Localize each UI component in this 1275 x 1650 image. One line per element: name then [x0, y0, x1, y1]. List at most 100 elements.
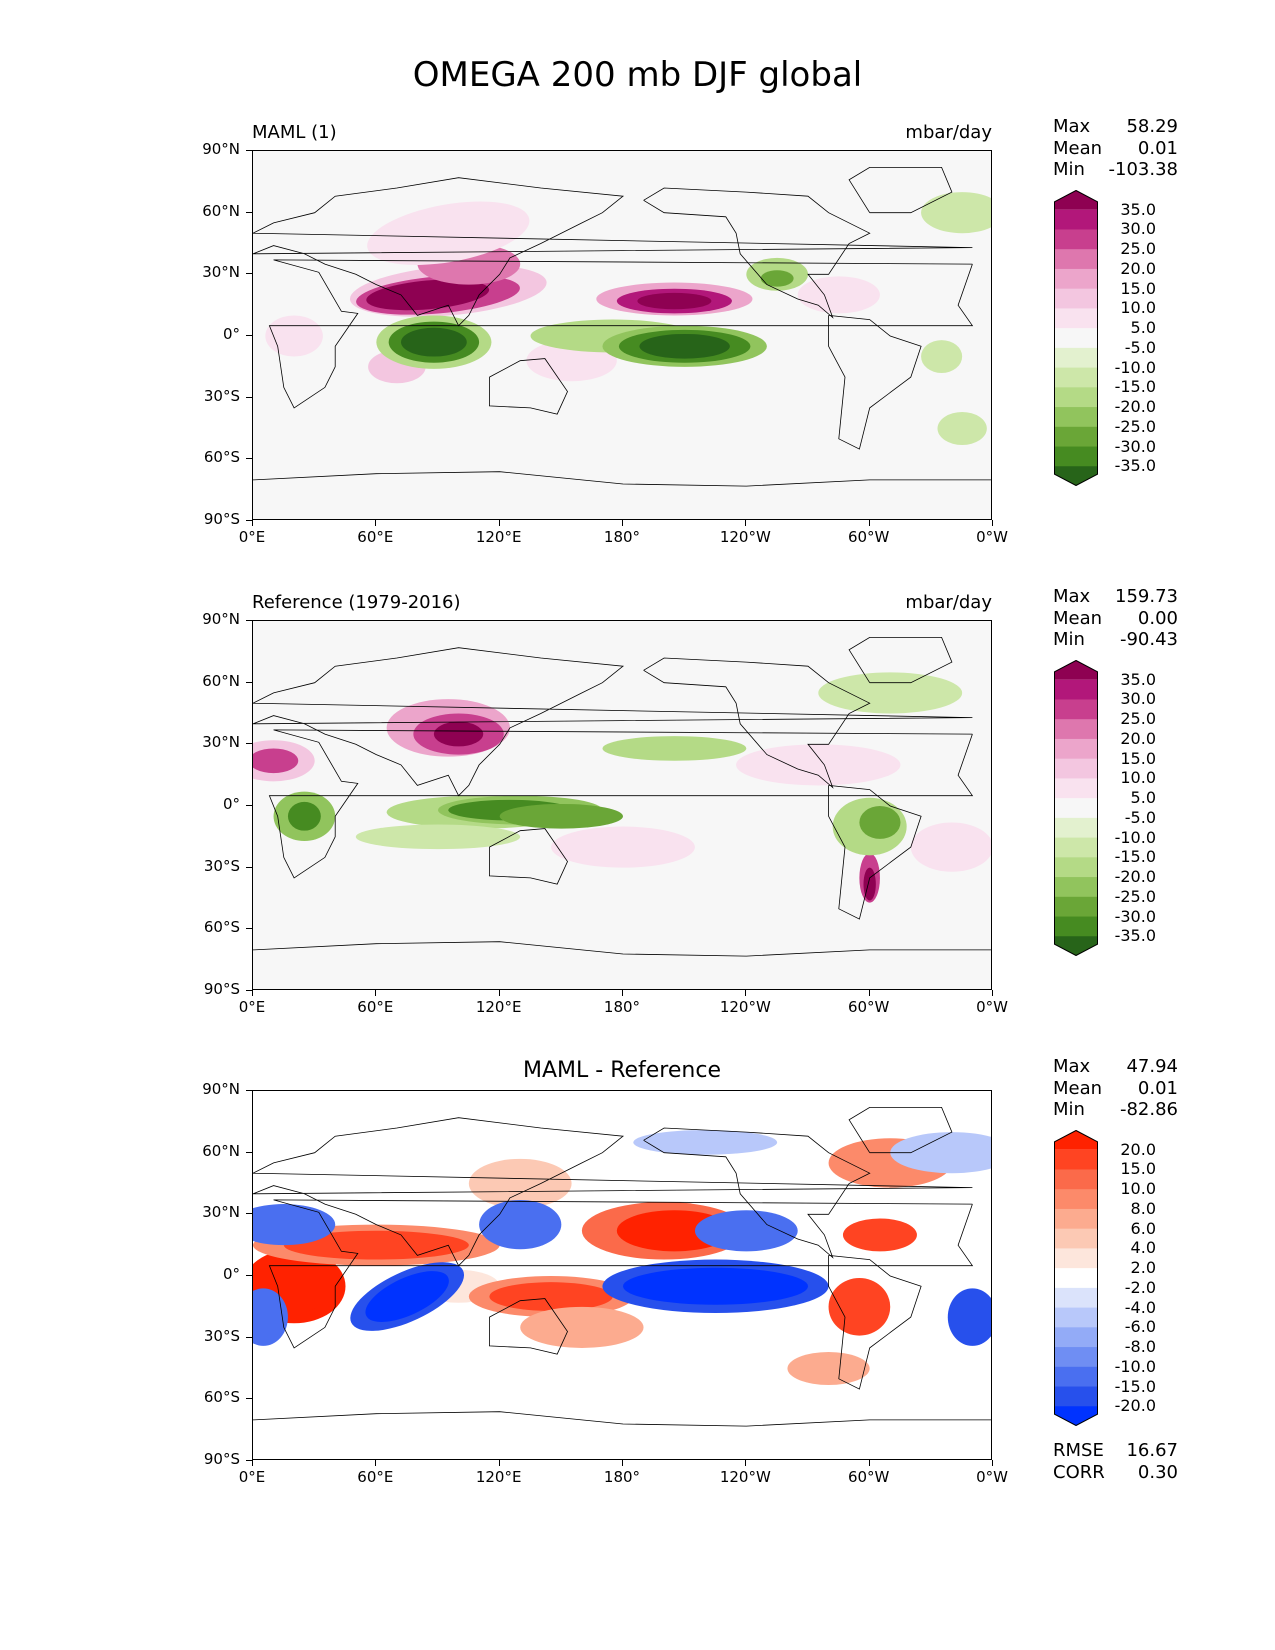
- colorbar-label: 15.0: [1120, 1159, 1156, 1179]
- field-contour: [921, 340, 963, 373]
- coastline: [268, 259, 974, 409]
- error-stats-block: RMSE 16.67 CORR 0.30: [1053, 1440, 1178, 1483]
- lat-tick: [246, 620, 252, 621]
- lon-tick-label: 120°E: [475, 528, 522, 546]
- lat-tick-label: 30°N: [202, 733, 240, 752]
- coastline: [488, 1298, 568, 1355]
- colorbar-outline: [1054, 1129, 1098, 1427]
- lon-tick-label: 60°W: [847, 528, 890, 546]
- colorbar-label: 5.0: [1130, 788, 1156, 808]
- lat-tick: [246, 396, 252, 398]
- coastline: [253, 177, 973, 327]
- colorbar-segment: [1054, 328, 1098, 349]
- field-contour: [797, 276, 880, 314]
- coastline: [253, 647, 973, 797]
- colorbar-segment: [1054, 699, 1098, 720]
- map-test: [252, 150, 992, 520]
- lat-tick: [246, 681, 252, 683]
- coastline: [848, 1106, 953, 1154]
- field-contour: [365, 1271, 449, 1322]
- lat-tick: [246, 928, 252, 930]
- colorbar-segment: [1054, 798, 1098, 819]
- lat-tick: [246, 273, 252, 275]
- stat-label: Mean: [1053, 137, 1103, 159]
- colorbar-label: -10.0: [1114, 357, 1156, 377]
- colorbar-label: -30.0: [1114, 436, 1156, 456]
- colorbar-segment: [1054, 857, 1098, 878]
- lat-tick: [246, 520, 252, 521]
- colorbar-label: 15.0: [1120, 748, 1156, 768]
- field-contour: [910, 822, 991, 872]
- coastline: [268, 729, 974, 879]
- lat-tick: [246, 458, 252, 460]
- lat-tick-label: 60°N: [202, 671, 240, 690]
- colorbar-label: -35.0: [1114, 926, 1156, 946]
- coastline: [848, 166, 953, 214]
- lon-tick: [498, 990, 500, 996]
- stat-value: -82.86: [1119, 1099, 1178, 1120]
- colorbar-outline: [1054, 659, 1098, 957]
- colorbar-segment: [1054, 1149, 1098, 1170]
- colorbar-segment: [1054, 896, 1098, 918]
- colorbar-label: -25.0: [1114, 886, 1156, 906]
- field-contour: [489, 1282, 613, 1311]
- colorbar-label: -5.0: [1124, 337, 1156, 357]
- lat-tick: [246, 1090, 252, 1091]
- lon-tick: [745, 520, 747, 526]
- colorbar-segment: [1054, 1208, 1098, 1230]
- lat-tick-label: 60°S: [203, 918, 240, 937]
- lat-tick-label: 0°: [222, 795, 240, 813]
- colorbar-label: 35.0: [1120, 669, 1156, 689]
- field-contour: [637, 292, 712, 310]
- lat-tick: [246, 1151, 252, 1153]
- field-contour: [283, 1230, 469, 1260]
- lon-tick-label: 120°W: [719, 528, 771, 546]
- colorbar-label: 4.0: [1130, 1238, 1156, 1258]
- field-contour: [937, 412, 987, 445]
- stat-label: Max: [1053, 586, 1091, 607]
- coastline: [828, 785, 922, 920]
- lat-tick-label: 30°S: [203, 1326, 240, 1345]
- colorbar-label: -15.0: [1114, 377, 1156, 397]
- lon-tick-label: 0°W: [976, 528, 1008, 546]
- lon-tick-label: 180°: [603, 1468, 641, 1486]
- lon-tick-label: 120°W: [719, 998, 771, 1016]
- coastline: [643, 187, 871, 319]
- lat-tick-label: 60°N: [202, 201, 240, 220]
- lon-tick: [622, 520, 623, 526]
- colorbar-label: -20.0: [1114, 867, 1156, 887]
- stat-row: Mean 0.00: [1053, 608, 1178, 630]
- field-contour: [828, 1278, 891, 1336]
- colorbar-segment: [1054, 1287, 1098, 1309]
- stat-label: Min: [1053, 629, 1085, 650]
- lon-tick: [498, 520, 500, 526]
- colorbar-segment: [1054, 347, 1098, 369]
- field-contour: [623, 1267, 808, 1305]
- lon-tick-label: 120°E: [475, 998, 522, 1016]
- stat-label: Mean: [1053, 607, 1103, 629]
- units-label: mbar/day: [905, 122, 992, 143]
- lat-tick: [246, 866, 252, 868]
- colorbar-segment: [1054, 209, 1098, 230]
- lon-tick: [252, 990, 253, 996]
- stat-row: Mean 0.01: [1053, 138, 1178, 160]
- colorbar: [1054, 189, 1098, 487]
- lat-tick-label: 60°N: [202, 1141, 240, 1160]
- lat-tick-label: 90°S: [203, 510, 240, 528]
- lat-tick: [246, 1398, 252, 1400]
- stat-label: Max: [1053, 1056, 1091, 1077]
- lon-tick-label: 180°: [603, 528, 641, 546]
- colorbar-label: -15.0: [1114, 847, 1156, 867]
- colorbar-segment: [1054, 190, 1098, 210]
- lon-tick-label: 60°E: [357, 998, 394, 1016]
- coastline: [828, 1255, 922, 1390]
- field-contour: [694, 1210, 798, 1252]
- stat-label: Mean: [1053, 1077, 1103, 1099]
- colorbar-label: -6.0: [1124, 1317, 1156, 1337]
- lon-tick-label: 0°E: [238, 1468, 266, 1486]
- field-contour: [253, 748, 299, 774]
- stat-value: -90.43: [1119, 629, 1178, 650]
- lat-tick-label: 90°N: [202, 140, 240, 158]
- stat-label: RMSE: [1053, 1440, 1104, 1461]
- colorbar-label: 15.0: [1120, 278, 1156, 298]
